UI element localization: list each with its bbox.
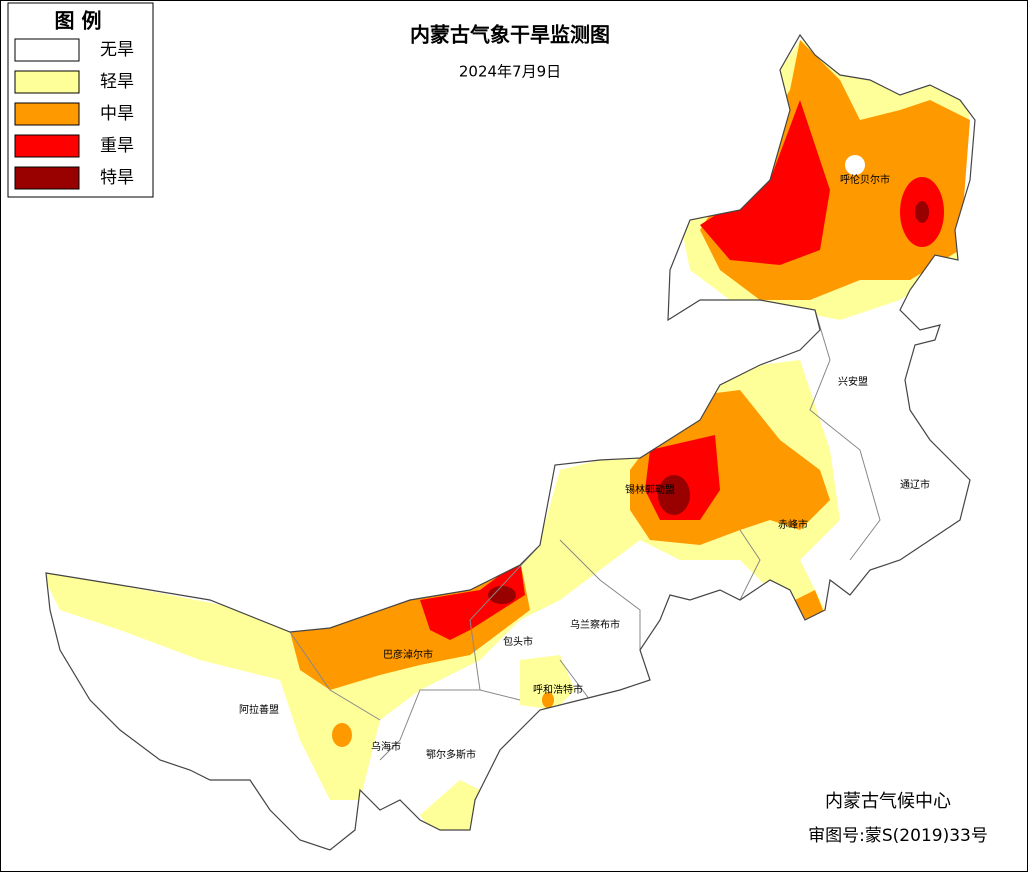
legend-label: 重旱 (100, 136, 134, 156)
place-label: 阿拉善盟 (239, 703, 279, 716)
place-label: 乌海市 (371, 740, 401, 753)
area-moderate (332, 723, 352, 747)
legend-title: 图 例 (55, 9, 102, 33)
area-none (845, 155, 865, 175)
area-extreme (488, 586, 516, 604)
place-label: 呼伦贝尔市 (840, 173, 890, 186)
area-severe (420, 560, 525, 640)
area-moderate (795, 590, 825, 620)
place-label: 通辽市 (900, 478, 930, 491)
area-moderate (542, 692, 554, 708)
area-extreme (658, 475, 690, 515)
legend-swatch (14, 134, 80, 158)
legend-swatch (14, 102, 80, 126)
legend-swatch (14, 70, 80, 94)
legend-label: 无旱 (100, 40, 134, 60)
legend-label: 中旱 (100, 104, 134, 124)
map-date: 2024年7月9日 (459, 63, 561, 81)
place-label: 呼和浩特市 (533, 683, 583, 696)
boundary (289, 309, 881, 761)
place-label: 赤峰市 (778, 518, 808, 531)
legend-swatch (14, 166, 80, 190)
area-severe (700, 100, 830, 265)
place-label: 乌兰察布市 (570, 618, 620, 631)
place-label: 包头市 (503, 635, 533, 648)
legend-label: 特旱 (100, 168, 134, 188)
approval-number: 审图号:蒙S(2019)33号 (808, 826, 988, 846)
legend-swatch (14, 38, 80, 62)
place-label: 锡林郭勒盟 (625, 483, 675, 496)
place-label: 巴彦淖尔市 (383, 648, 433, 661)
area-extreme (915, 201, 929, 223)
map-title: 内蒙古气象干旱监测图 (410, 23, 610, 47)
issuer: 内蒙古气候中心 (825, 791, 951, 812)
area-light (420, 780, 480, 830)
place-label: 兴安盟 (838, 375, 868, 388)
area-light (520, 655, 575, 710)
place-label: 鄂尔多斯市 (426, 748, 476, 761)
legend-box (7, 2, 154, 198)
legend-label: 轻旱 (100, 72, 134, 92)
